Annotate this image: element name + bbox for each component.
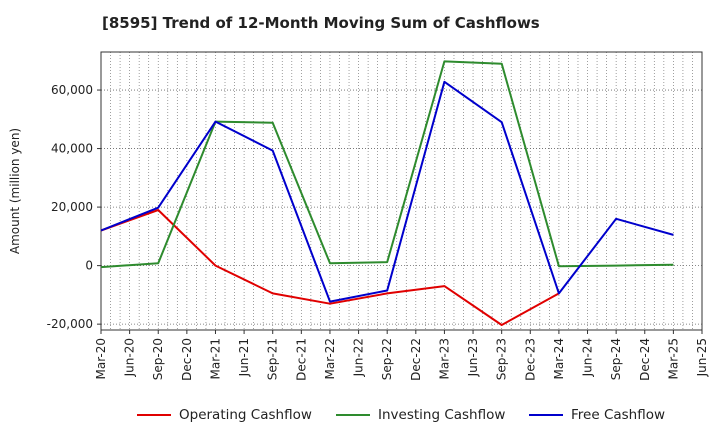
- legend-swatch-free: [529, 414, 563, 416]
- x-tick-label: Jun-24: [581, 338, 595, 377]
- legend-swatch-investing: [336, 414, 370, 416]
- x-tick-label: Dec-21: [294, 338, 308, 381]
- x-tick-label: Mar-20: [94, 338, 108, 379]
- x-tick-label: Jun-23: [466, 338, 480, 377]
- x-tick-label: Dec-22: [409, 338, 423, 381]
- series-line-2: [100, 60, 674, 269]
- x-tick-label: Mar-23: [437, 338, 451, 379]
- x-tick-label: Jun-22: [352, 338, 366, 377]
- y-axis-label: Amount (million yen): [8, 128, 22, 254]
- series-line-1: [100, 209, 560, 326]
- x-tick-label: Sep-21: [266, 338, 280, 380]
- plot-border: [100, 51, 703, 331]
- y-tick-label: 60,000: [51, 83, 93, 97]
- plot-area: [101, 52, 702, 330]
- chart-title: [8595] Trend of 12-Month Moving Sum of C…: [102, 14, 540, 32]
- x-tick-label: Jun-25: [695, 338, 709, 377]
- x-tick-label: Mar-22: [323, 338, 337, 379]
- y-tick-label: 0: [85, 259, 93, 273]
- x-tick-label: Sep-20: [151, 338, 165, 380]
- legend-label-free: Free Cashflow: [571, 407, 666, 423]
- legend-item-free: Free Cashflow: [529, 404, 665, 426]
- x-tick-label: Sep-22: [380, 338, 394, 380]
- x-tick-label: Jun-20: [123, 338, 137, 377]
- legend: Operating Cashflow Investing Cashflow Fr…: [0, 404, 720, 426]
- x-tick-label: Dec-23: [523, 338, 537, 381]
- y-tick-label: 40,000: [51, 142, 93, 156]
- x-tick-label: Sep-23: [495, 338, 509, 380]
- x-tick-label: Mar-25: [666, 338, 680, 379]
- series-line-3: [100, 80, 674, 303]
- label-layer: -20,000 0 20,000 40,000 60,000 Mar-20 Jun-20 Se…: [8, 83, 709, 381]
- axis-layer: [97, 51, 703, 334]
- x-tick-label: Dec-24: [638, 338, 652, 381]
- x-tick-label: Jun-21: [237, 338, 251, 377]
- legend-item-operating: Operating Cashflow: [137, 404, 312, 426]
- series-layer: [100, 60, 674, 326]
- y-tick-label: -20,000: [47, 317, 93, 331]
- legend-label-operating: Operating Cashflow: [179, 407, 312, 423]
- y-tick-label: 20,000: [51, 200, 93, 214]
- x-tick-label: Sep-24: [609, 338, 623, 380]
- x-tick-label: Mar-21: [208, 338, 222, 379]
- grid-layer: [100, 52, 703, 330]
- x-tick-label: Mar-24: [552, 338, 566, 379]
- legend-item-investing: Investing Cashflow: [336, 404, 505, 426]
- legend-swatch-operating: [137, 414, 171, 416]
- legend-label-investing: Investing Cashflow: [378, 407, 506, 423]
- x-tick-label: Dec-20: [180, 338, 194, 381]
